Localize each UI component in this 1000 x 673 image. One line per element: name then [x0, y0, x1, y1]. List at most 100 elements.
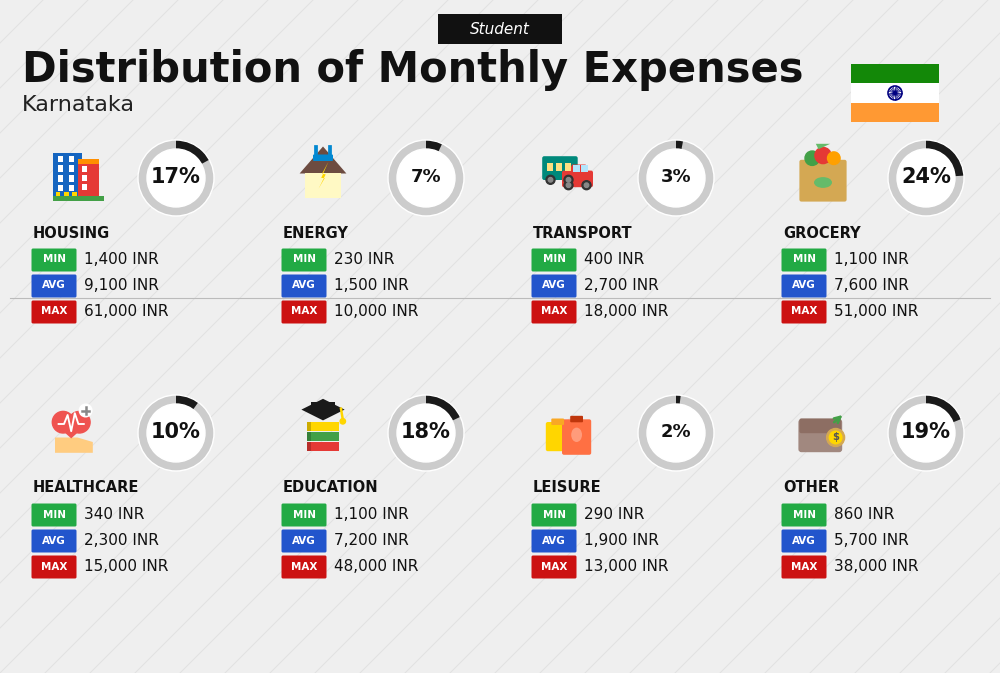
Text: 400 INR: 400 INR	[584, 252, 644, 267]
FancyBboxPatch shape	[282, 301, 326, 324]
Ellipse shape	[814, 177, 832, 188]
Text: 61,000 INR: 61,000 INR	[84, 304, 168, 319]
Text: MIN: MIN	[542, 254, 566, 264]
Text: OTHER: OTHER	[783, 481, 839, 495]
Text: 13,000 INR: 13,000 INR	[584, 559, 668, 574]
Polygon shape	[318, 162, 328, 189]
Circle shape	[147, 404, 205, 462]
Text: 340 INR: 340 INR	[84, 507, 144, 522]
FancyBboxPatch shape	[532, 275, 576, 297]
Polygon shape	[301, 399, 345, 421]
FancyBboxPatch shape	[307, 442, 311, 451]
Polygon shape	[55, 437, 93, 453]
Text: 9,100 INR: 9,100 INR	[84, 278, 159, 293]
FancyBboxPatch shape	[307, 432, 339, 441]
FancyBboxPatch shape	[570, 416, 583, 422]
Circle shape	[828, 152, 840, 164]
FancyBboxPatch shape	[813, 155, 833, 163]
Text: 17%: 17%	[151, 167, 201, 187]
Text: 19%: 19%	[901, 422, 951, 442]
Text: MIN: MIN	[42, 254, 66, 264]
Circle shape	[897, 149, 955, 207]
Text: 7,200 INR: 7,200 INR	[334, 533, 409, 548]
Text: 10,000 INR: 10,000 INR	[334, 304, 418, 319]
Text: MAX: MAX	[41, 561, 67, 571]
FancyBboxPatch shape	[799, 419, 841, 433]
Text: Student: Student	[470, 22, 530, 36]
Text: TRANSPORT: TRANSPORT	[533, 225, 633, 240]
FancyBboxPatch shape	[782, 530, 826, 553]
Text: MAX: MAX	[791, 306, 817, 316]
FancyBboxPatch shape	[565, 163, 571, 171]
Text: 2,300 INR: 2,300 INR	[84, 533, 159, 548]
Text: GROCERY: GROCERY	[783, 225, 861, 240]
Circle shape	[805, 151, 819, 166]
Text: 18%: 18%	[401, 422, 451, 442]
Ellipse shape	[571, 427, 582, 442]
FancyBboxPatch shape	[782, 555, 826, 579]
Text: Karnataka: Karnataka	[22, 95, 135, 115]
Circle shape	[894, 92, 896, 94]
FancyBboxPatch shape	[542, 156, 578, 180]
FancyBboxPatch shape	[305, 172, 341, 198]
Circle shape	[546, 175, 555, 184]
Text: 230 INR: 230 INR	[334, 252, 394, 267]
Text: AVG: AVG	[542, 281, 566, 291]
FancyBboxPatch shape	[532, 530, 576, 553]
Text: 1,400 INR: 1,400 INR	[84, 252, 159, 267]
Wedge shape	[676, 140, 683, 149]
Wedge shape	[888, 140, 964, 216]
FancyBboxPatch shape	[307, 432, 311, 441]
Circle shape	[340, 419, 346, 424]
FancyBboxPatch shape	[68, 155, 74, 162]
Text: 290 INR: 290 INR	[584, 507, 644, 522]
Text: 48,000 INR: 48,000 INR	[334, 559, 418, 574]
FancyBboxPatch shape	[307, 442, 339, 451]
Text: AVG: AVG	[792, 281, 816, 291]
Text: 18,000 INR: 18,000 INR	[584, 304, 668, 319]
Circle shape	[829, 431, 842, 444]
Text: MIN: MIN	[792, 509, 816, 520]
Text: MIN: MIN	[542, 509, 566, 520]
FancyBboxPatch shape	[532, 301, 576, 324]
FancyBboxPatch shape	[32, 301, 76, 324]
Text: AVG: AVG	[292, 281, 316, 291]
Text: HOUSING: HOUSING	[33, 225, 110, 240]
Wedge shape	[388, 395, 464, 471]
Circle shape	[52, 411, 74, 433]
Text: HEALTHCARE: HEALTHCARE	[33, 481, 139, 495]
Circle shape	[564, 175, 573, 184]
FancyBboxPatch shape	[32, 503, 76, 526]
FancyBboxPatch shape	[547, 163, 553, 171]
FancyBboxPatch shape	[68, 166, 74, 172]
FancyBboxPatch shape	[282, 503, 326, 526]
FancyBboxPatch shape	[782, 301, 826, 324]
Circle shape	[68, 411, 90, 433]
FancyBboxPatch shape	[532, 555, 576, 579]
Polygon shape	[568, 164, 588, 172]
FancyBboxPatch shape	[311, 402, 335, 410]
FancyBboxPatch shape	[798, 419, 842, 452]
FancyBboxPatch shape	[532, 248, 576, 271]
Text: MAX: MAX	[541, 561, 567, 571]
Text: 38,000 INR: 38,000 INR	[834, 559, 918, 574]
FancyBboxPatch shape	[313, 155, 333, 161]
Text: 51,000 INR: 51,000 INR	[834, 304, 918, 319]
Text: 5,700 INR: 5,700 INR	[834, 533, 909, 548]
Text: 15,000 INR: 15,000 INR	[84, 559, 168, 574]
Text: MAX: MAX	[541, 306, 567, 316]
FancyBboxPatch shape	[438, 14, 562, 44]
Wedge shape	[638, 395, 714, 471]
FancyBboxPatch shape	[562, 419, 591, 455]
FancyBboxPatch shape	[532, 503, 576, 526]
Wedge shape	[638, 140, 714, 216]
Text: MAX: MAX	[291, 306, 317, 316]
Text: AVG: AVG	[42, 281, 66, 291]
FancyBboxPatch shape	[282, 555, 326, 579]
FancyBboxPatch shape	[581, 166, 588, 172]
FancyBboxPatch shape	[58, 166, 63, 172]
Text: 7%: 7%	[411, 168, 441, 186]
Wedge shape	[926, 395, 961, 423]
FancyBboxPatch shape	[58, 185, 63, 192]
FancyBboxPatch shape	[78, 164, 99, 196]
